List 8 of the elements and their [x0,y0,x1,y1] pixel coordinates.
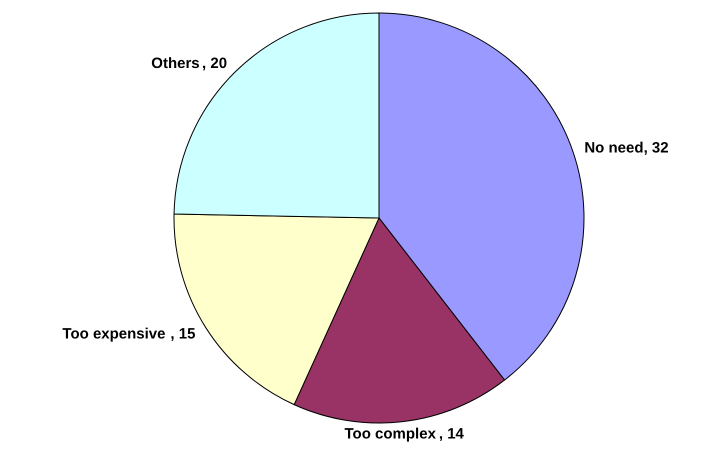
slice-label: Others [151,55,200,72]
slice-label: Too complex [344,426,437,443]
slice-label: No need [584,140,644,157]
data-label: , 14 [438,426,465,443]
data-label: , 20 [202,55,228,72]
data-label: , 32 [644,140,669,157]
slice-label: Too expensive [62,326,166,343]
data-label: , 15 [170,326,196,343]
